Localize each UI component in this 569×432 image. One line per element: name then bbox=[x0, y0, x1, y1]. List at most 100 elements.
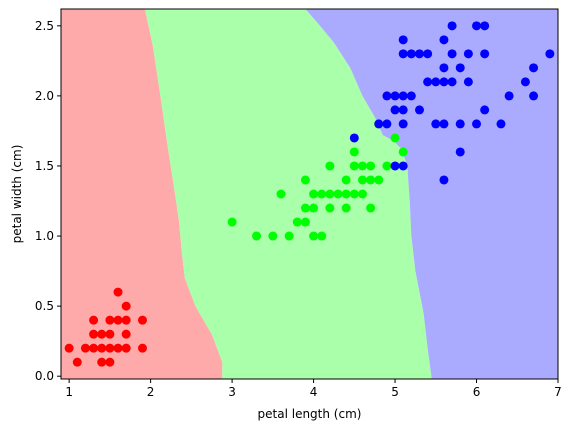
x-tick-label: 7 bbox=[554, 385, 562, 399]
scatter-point-class-2 bbox=[480, 105, 490, 115]
scatter-point-class-0 bbox=[113, 343, 123, 353]
scatter-point-class-2 bbox=[431, 119, 441, 129]
scatter-point-class-1 bbox=[341, 175, 351, 185]
scatter-point-class-2 bbox=[414, 49, 424, 59]
scatter-point-class-1 bbox=[357, 175, 367, 185]
scatter-point-class-1 bbox=[366, 161, 376, 171]
scatter-point-class-0 bbox=[105, 329, 115, 339]
scatter-point-class-1 bbox=[317, 231, 327, 241]
scatter-point-class-1 bbox=[349, 147, 359, 157]
x-tick-label: 6 bbox=[473, 385, 481, 399]
scatter-point-class-2 bbox=[406, 91, 416, 101]
scatter-point-class-0 bbox=[64, 343, 74, 353]
scatter-point-class-2 bbox=[439, 175, 449, 185]
scatter-point-class-2 bbox=[382, 119, 392, 129]
scatter-point-class-0 bbox=[97, 343, 107, 353]
scatter-point-class-2 bbox=[439, 63, 449, 73]
scatter-point-class-0 bbox=[113, 315, 123, 325]
scatter-point-class-1 bbox=[374, 175, 384, 185]
scatter-point-class-1 bbox=[325, 203, 335, 213]
x-axis: 1 2 3 4 5 6 7 bbox=[65, 379, 562, 399]
scatter-point-class-0 bbox=[137, 315, 147, 325]
region-class-0 bbox=[61, 9, 223, 379]
scatter-point-class-1 bbox=[309, 203, 319, 213]
scatter-point-class-2 bbox=[414, 105, 424, 115]
scatter-point-class-2 bbox=[455, 147, 465, 157]
scatter-point-class-1 bbox=[268, 231, 278, 241]
scatter-point-class-2 bbox=[439, 77, 449, 87]
y-axis: 0.0 0.5 1.0 1.5 2.0 2.5 bbox=[35, 19, 61, 383]
scatter-point-class-0 bbox=[97, 329, 107, 339]
x-axis-label: petal length (cm) bbox=[258, 407, 362, 421]
scatter-point-class-2 bbox=[349, 133, 359, 143]
region-class-1 bbox=[144, 9, 432, 379]
region-class-2 bbox=[305, 9, 558, 379]
scatter-point-class-0 bbox=[121, 315, 131, 325]
scatter-point-class-0 bbox=[121, 301, 131, 311]
y-tick-label: 0.0 bbox=[35, 369, 54, 383]
scatter-point-class-1 bbox=[300, 175, 310, 185]
scatter-point-class-1 bbox=[252, 231, 262, 241]
scatter-point-class-2 bbox=[398, 161, 408, 171]
scatter-point-class-0 bbox=[121, 329, 131, 339]
x-tick-label: 5 bbox=[391, 385, 399, 399]
data-points bbox=[64, 21, 555, 367]
y-tick-label: 2.0 bbox=[35, 89, 54, 103]
scatter-point-class-2 bbox=[447, 77, 457, 87]
scatter-point-class-1 bbox=[284, 231, 294, 241]
scatter-point-class-2 bbox=[529, 63, 539, 73]
y-axis-label: petal width (cm) bbox=[10, 145, 24, 244]
scatter-point-class-2 bbox=[463, 49, 473, 59]
scatter-point-class-0 bbox=[121, 343, 131, 353]
scatter-point-class-2 bbox=[406, 49, 416, 59]
scatter-point-class-1 bbox=[398, 147, 408, 157]
scatter-point-class-2 bbox=[472, 21, 482, 31]
scatter-point-class-2 bbox=[520, 77, 530, 87]
scatter-point-class-2 bbox=[398, 49, 408, 59]
scatter-point-class-1 bbox=[382, 161, 392, 171]
scatter-point-class-2 bbox=[439, 35, 449, 45]
scatter-point-class-1 bbox=[300, 203, 310, 213]
scatter-point-class-1 bbox=[227, 217, 237, 227]
scatter-point-class-1 bbox=[357, 189, 367, 199]
scatter-point-class-2 bbox=[390, 91, 400, 101]
scatter-point-class-2 bbox=[496, 119, 506, 129]
scatter-point-class-1 bbox=[341, 203, 351, 213]
x-tick-label: 4 bbox=[310, 385, 318, 399]
scatter-point-class-2 bbox=[439, 119, 449, 129]
y-tick-label: 1.0 bbox=[35, 229, 54, 243]
scatter-point-class-2 bbox=[529, 91, 539, 101]
scatter-point-class-1 bbox=[300, 217, 310, 227]
scatter-point-class-0 bbox=[137, 343, 147, 353]
scatter-point-class-1 bbox=[349, 189, 359, 199]
scatter-point-class-1 bbox=[341, 189, 351, 199]
scatter-point-class-0 bbox=[89, 343, 99, 353]
scatter-point-class-2 bbox=[390, 105, 400, 115]
scatter-point-class-1 bbox=[357, 161, 367, 171]
y-tick-label: 0.5 bbox=[35, 299, 54, 313]
decision-regions bbox=[61, 9, 558, 379]
scatter-point-class-1 bbox=[325, 161, 335, 171]
scatter-point-class-0 bbox=[80, 343, 90, 353]
scatter-point-class-2 bbox=[423, 77, 433, 87]
scatter-point-class-1 bbox=[292, 217, 302, 227]
scatter-point-class-2 bbox=[472, 119, 482, 129]
x-tick-label: 3 bbox=[228, 385, 236, 399]
scatter-point-class-2 bbox=[455, 63, 465, 73]
scatter-point-class-2 bbox=[398, 91, 408, 101]
y-tick-label: 1.5 bbox=[35, 159, 54, 173]
scatter-point-class-1 bbox=[366, 203, 376, 213]
scatter-point-class-1 bbox=[325, 189, 335, 199]
scatter-point-class-1 bbox=[349, 161, 359, 171]
scatter-point-class-2 bbox=[431, 77, 441, 87]
y-tick-label: 2.5 bbox=[35, 19, 54, 33]
plot-frame bbox=[60, 8, 559, 380]
scatter-point-class-2 bbox=[447, 49, 457, 59]
scatter-point-class-2 bbox=[374, 119, 384, 129]
scatter-point-class-0 bbox=[105, 357, 115, 367]
scatter-point-class-0 bbox=[89, 315, 99, 325]
scatter-point-class-2 bbox=[455, 119, 465, 129]
scatter-point-class-2 bbox=[480, 21, 490, 31]
scatter-point-class-0 bbox=[89, 329, 99, 339]
